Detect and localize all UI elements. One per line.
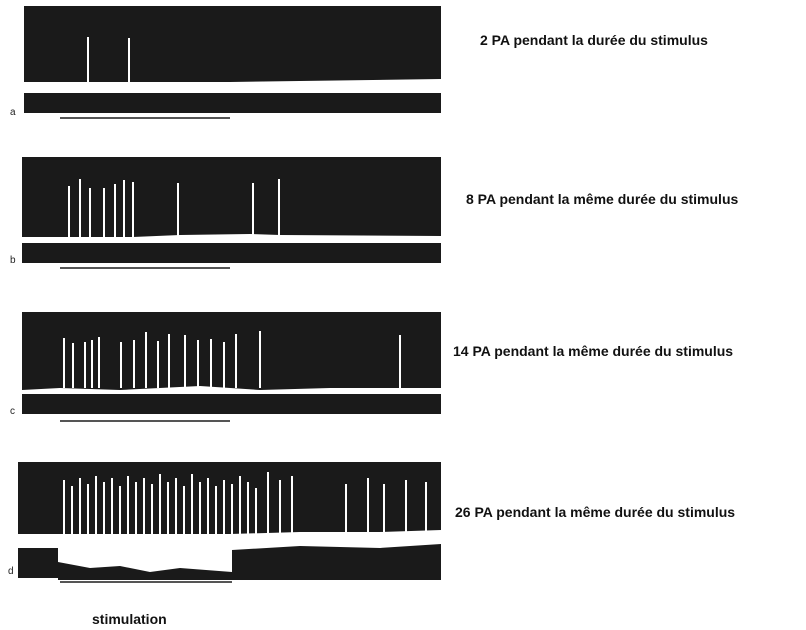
- panel-letter: b: [10, 255, 16, 266]
- panel-a: a 2 PA pendant la durée du stimulus: [0, 0, 806, 130]
- spikes-b: [68, 179, 280, 237]
- caption-b: 8 PA pendant la même durée du stimulus: [466, 191, 739, 207]
- panel-d: d 26 PA pendant la même durée du stimulu…: [0, 458, 806, 588]
- trace-d: [18, 462, 441, 580]
- stimulation-bar: [60, 581, 232, 583]
- stimulation-bar: [60, 420, 230, 422]
- panel-letter: c: [10, 406, 15, 417]
- trace-a: [24, 6, 441, 113]
- panel-b: b 8 PA pendant la même durée du stimulus: [0, 150, 806, 280]
- caption-a: 2 PA pendant la durée du stimulus: [480, 32, 708, 48]
- stimulation-bar: [60, 117, 230, 119]
- spikes-c: [63, 331, 401, 388]
- stimulation-bar: [60, 267, 230, 269]
- panel-letter: d: [8, 566, 14, 577]
- caption-d: 26 PA pendant la même durée du stimulus: [455, 504, 736, 520]
- trace-b: [22, 157, 441, 263]
- panel-letter: a: [10, 107, 16, 118]
- spikes-d: [63, 472, 427, 534]
- spikes-a: [87, 37, 130, 82]
- trace-c: [22, 312, 441, 414]
- panel-c: c 14 PA pendant la même durée du stimulu…: [0, 308, 806, 438]
- stimulation-label: stimulation: [92, 611, 167, 627]
- caption-c: 14 PA pendant la même durée du stimulus: [453, 343, 734, 359]
